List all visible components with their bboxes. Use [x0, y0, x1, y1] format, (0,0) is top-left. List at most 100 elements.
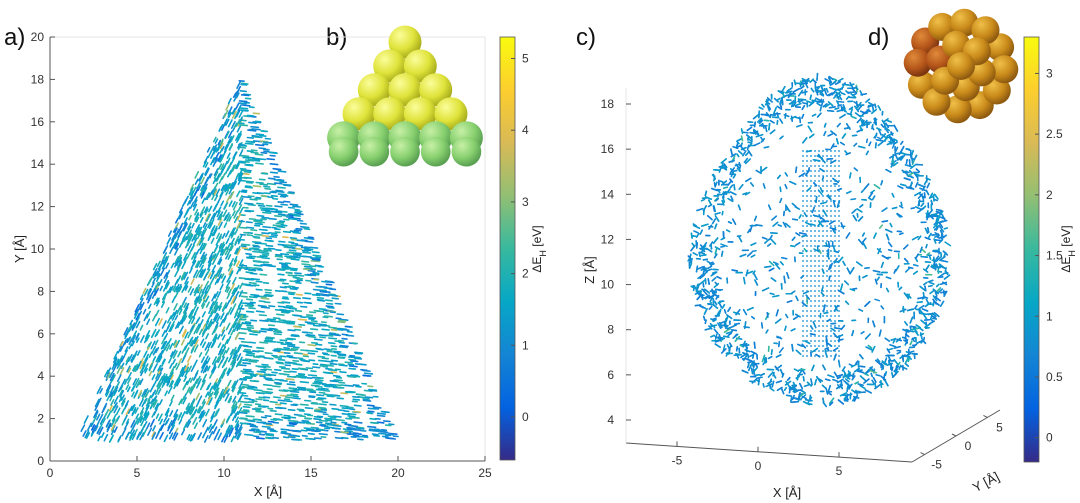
panel-a-point	[333, 379, 343, 382]
panel-a-point	[242, 405, 251, 409]
panel-c-point	[815, 86, 821, 89]
panel-a-point	[294, 274, 305, 277]
panel-a-point	[238, 360, 242, 367]
panel-a-point	[198, 410, 204, 419]
panel-a-point	[228, 130, 233, 139]
panel-a-point	[119, 384, 124, 391]
panel-a-point	[213, 383, 218, 391]
panel-c-point	[775, 309, 779, 317]
panel-a-point	[264, 187, 272, 190]
panel-a-point	[310, 259, 321, 263]
panel-a-point	[191, 251, 196, 260]
panel-a-point	[337, 409, 346, 412]
panel-a-point	[269, 191, 277, 194]
panel-a-point	[105, 390, 110, 398]
panel-a-point	[231, 346, 237, 355]
panel-a-point	[273, 215, 282, 218]
panel-a-point	[244, 302, 254, 305]
panel-a-point	[259, 183, 269, 186]
panel-a-point	[308, 311, 317, 314]
panel-a-point	[192, 373, 198, 381]
panel-a-point	[352, 428, 361, 432]
panel-a-point	[262, 148, 270, 151]
panel-a-point	[271, 197, 279, 200]
panel-a-point	[198, 298, 203, 305]
panel-a-point	[105, 382, 112, 392]
panel-a-point	[312, 324, 321, 327]
panel-a-point	[273, 182, 283, 185]
panel-a-point	[218, 243, 224, 251]
panel-a-scatter-points	[80, 80, 399, 443]
panel-c-point	[845, 95, 850, 100]
panel-a-point	[337, 363, 345, 366]
panel-a-point	[315, 310, 325, 313]
panel-a-point	[218, 301, 223, 309]
panel-a-point	[255, 365, 264, 368]
panel-a-point	[278, 365, 286, 369]
panel-c-point	[781, 85, 786, 93]
panel-c-ytick	[951, 433, 957, 437]
panel-a-point	[218, 388, 224, 398]
panel-a-point	[242, 362, 252, 365]
panel-a-point	[184, 240, 190, 249]
panel-a-point	[283, 414, 291, 417]
panel-c-point	[881, 363, 884, 370]
panel-a-point	[283, 200, 291, 203]
panel-a-xtick-label: 15	[304, 466, 318, 480]
panel-c-point	[766, 97, 773, 103]
panel-a-point	[324, 419, 333, 422]
panel-a-point	[115, 407, 121, 416]
panel-a-point	[304, 249, 312, 252]
panel-c-point	[914, 181, 919, 188]
panel-a-point	[225, 299, 231, 309]
panel-a-point	[334, 436, 344, 440]
panel-c-point	[827, 391, 833, 396]
panel-c-point	[826, 109, 835, 113]
panel-c-point	[722, 335, 730, 338]
panel-a-point	[228, 397, 232, 404]
panel-a-point	[189, 288, 195, 296]
panel-c-point	[801, 90, 808, 94]
panel-c-point	[704, 295, 711, 300]
panel-a-point	[91, 424, 96, 431]
panel-a-point	[281, 310, 291, 314]
panel-a-point	[268, 235, 278, 238]
panel-a-point	[339, 431, 349, 434]
panel-a-point	[213, 386, 219, 396]
panel-c-point	[689, 253, 692, 259]
panel-a-point	[120, 394, 125, 401]
panel-a-point	[237, 172, 243, 180]
panel-a-point	[252, 250, 261, 253]
panel-c-point	[794, 313, 801, 318]
panel-a-point	[262, 263, 273, 266]
panel-a-point	[250, 151, 259, 154]
panel-a-point	[98, 423, 103, 430]
panel-a-point	[134, 304, 140, 313]
panel-a-point	[355, 426, 365, 429]
panel-a-point	[199, 187, 205, 196]
panel-c-point	[914, 154, 918, 159]
panel-a-point	[307, 343, 317, 347]
panel-a-point	[220, 329, 226, 337]
panel-c-point	[772, 221, 779, 227]
panel-a-xtick-label: 10	[217, 466, 231, 480]
panel-c-point	[822, 401, 828, 408]
panel-a-point	[273, 381, 281, 385]
panel-a-point	[184, 362, 190, 372]
panel-a-point	[178, 285, 183, 293]
panel-a-point	[268, 217, 277, 221]
panel-c-point	[914, 206, 922, 210]
panel-c-point	[908, 169, 913, 174]
panel-a-point	[303, 265, 313, 268]
panel-a-point	[267, 407, 274, 410]
panel-a-point	[254, 153, 264, 156]
panel-a-point	[193, 335, 199, 345]
panel-a-point	[207, 390, 212, 396]
panel-a-point	[273, 348, 282, 351]
panel-a-point	[281, 301, 291, 304]
panel-c-ytick	[983, 414, 988, 418]
panel-a-point	[347, 415, 356, 418]
panel-a-point	[300, 429, 308, 432]
panel-a-point	[289, 390, 300, 394]
panel-a-point	[230, 157, 236, 165]
